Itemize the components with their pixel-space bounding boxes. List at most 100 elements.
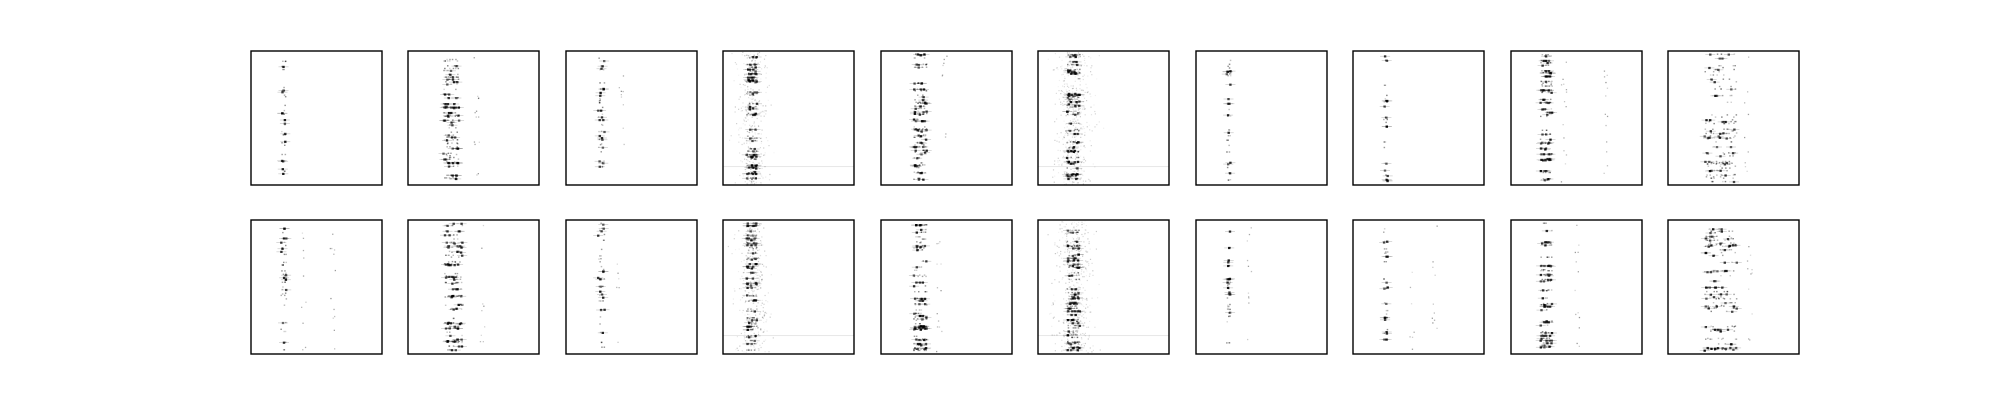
noise-cell	[1078, 71, 1080, 73]
data-cell	[1728, 132, 1730, 135]
noise-cell	[1083, 266, 1085, 268]
noise-cell	[1080, 145, 1082, 147]
data-cell	[1227, 261, 1230, 264]
noise-cell	[744, 137, 746, 139]
data-cell	[1065, 156, 1069, 159]
data-cell	[283, 113, 285, 115]
data-cell	[1545, 321, 1548, 324]
data-cell	[1722, 180, 1724, 183]
extra-cell	[1606, 165, 1609, 167]
data-cell	[921, 319, 923, 321]
extra-cell	[477, 97, 480, 100]
data-cell	[920, 172, 923, 175]
noise-cell	[753, 322, 755, 325]
data-cell-halo	[746, 157, 757, 158]
noise-cell	[751, 336, 753, 338]
data-cell	[448, 73, 450, 76]
data-cell	[745, 177, 749, 180]
noise-cell	[766, 86, 769, 88]
data-cell	[1072, 330, 1075, 332]
data-cell	[1542, 342, 1545, 344]
noise-cell	[1088, 264, 1090, 267]
data-cell	[449, 165, 451, 167]
data-cell	[454, 272, 457, 275]
data-cell	[750, 328, 752, 331]
extra-cell	[1577, 312, 1579, 314]
noise-cell	[759, 313, 761, 315]
data-cell	[1079, 244, 1081, 247]
noise-cell	[755, 293, 757, 295]
noise-cell	[752, 286, 754, 288]
data-cell	[921, 326, 924, 329]
data-cell	[917, 275, 919, 278]
noise-cell	[1061, 227, 1063, 230]
noise-cell	[737, 349, 739, 351]
data-cell	[282, 237, 286, 240]
data-cell-halo	[1543, 60, 1554, 62]
data-cell	[1732, 155, 1734, 157]
noise-cell	[1079, 173, 1081, 176]
data-cell	[1075, 305, 1077, 307]
data-cell	[281, 90, 283, 92]
noise-cell	[763, 321, 765, 324]
extra-cell	[620, 94, 622, 96]
noise-cell	[1062, 104, 1064, 106]
noise-cell	[742, 173, 744, 175]
noise-cell	[745, 351, 747, 353]
data-cell	[914, 112, 916, 115]
data-cell	[1075, 101, 1078, 104]
data-cell	[1067, 327, 1070, 329]
data-cell	[453, 275, 455, 278]
data-cell	[451, 251, 454, 253]
data-cell	[449, 155, 451, 157]
data-cell	[1541, 70, 1543, 72]
data-cell	[1074, 69, 1076, 71]
noise-cell	[1070, 63, 1072, 65]
data-cell	[917, 82, 920, 84]
data-cell-halo	[1222, 282, 1233, 283]
data-cell	[1541, 331, 1543, 333]
data-cell-halo	[746, 239, 757, 241]
noise-cell	[769, 316, 771, 318]
data-cell-halo	[443, 322, 454, 324]
data-cell	[453, 340, 455, 343]
data-cell-halo	[746, 259, 757, 261]
noise-cell	[746, 159, 748, 161]
data-cell	[1710, 130, 1712, 132]
noise-cell	[1083, 317, 1085, 319]
data-cell	[1716, 53, 1719, 55]
noise-cell	[1076, 238, 1078, 240]
noise-cell	[1089, 180, 1091, 182]
data-cell-halo	[1223, 260, 1234, 261]
data-cell-halo	[751, 156, 762, 157]
noise-cell	[757, 162, 759, 164]
noise-cell	[1080, 155, 1082, 157]
data-cell	[456, 139, 459, 141]
noise-cell	[743, 271, 745, 274]
noise-cell	[1059, 266, 1061, 268]
noise-cell	[1061, 164, 1063, 166]
noise-cell	[754, 348, 756, 350]
data-cell	[1068, 129, 1070, 132]
data-cell	[918, 145, 921, 148]
data-cell	[1072, 150, 1075, 153]
noise-cell	[1081, 221, 1083, 223]
noise-cell	[1070, 242, 1072, 244]
data-cell	[450, 124, 453, 126]
data-cell	[918, 338, 921, 342]
noise-cell	[742, 51, 744, 53]
noise-cell	[749, 281, 751, 283]
noise-cell	[1052, 317, 1054, 319]
noise-cell	[1074, 136, 1076, 138]
noise-cell	[758, 89, 760, 91]
noise-cell	[1057, 86, 1059, 88]
data-cell	[450, 121, 453, 124]
noise-cell	[1062, 96, 1064, 98]
noise-cell	[1066, 52, 1069, 54]
data-cell	[1714, 116, 1717, 118]
data-cell	[281, 288, 284, 291]
data-cell-halo	[1065, 343, 1076, 345]
data-cell	[915, 269, 918, 271]
data-cell	[921, 231, 923, 233]
data-cell	[1077, 104, 1079, 107]
